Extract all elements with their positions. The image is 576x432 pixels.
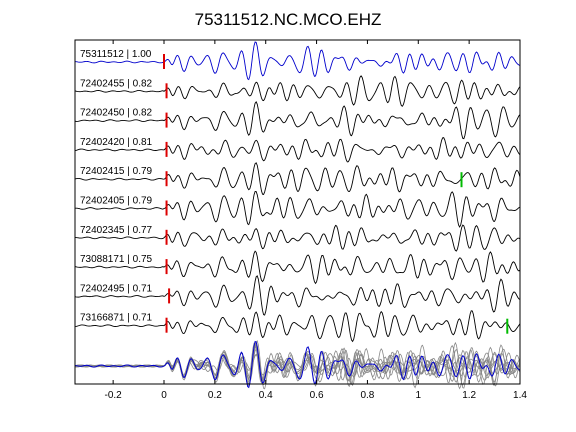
trace-row-72402495: 72402495 | 0.71 xyxy=(74,275,521,316)
trace-row-72402345: 72402345 | 0.77 xyxy=(74,224,521,252)
trace-label: 73088171 | 0.75 xyxy=(80,254,153,265)
trace-row-75311512: 75311512 | 1.00 xyxy=(74,41,521,81)
x-tick-label: 0.8 xyxy=(360,390,374,401)
trace-line-73166871 xyxy=(74,310,521,343)
axes-frame xyxy=(74,39,521,385)
trace-label: 72402450 | 0.82 xyxy=(80,108,153,119)
x-tick-label: 0.2 xyxy=(208,390,222,401)
trace-line-72402415 xyxy=(74,162,521,196)
trace-label: 72402495 | 0.71 xyxy=(80,283,153,294)
trace-label: 73166871 | 0.71 xyxy=(80,313,153,324)
trace-label: 75311512 | 1.00 xyxy=(80,49,152,60)
x-tick-label: 1 xyxy=(416,390,422,401)
trace-line-72402345 xyxy=(74,224,521,252)
chart-title: 75311512.NC.MCO.EHZ xyxy=(195,10,382,29)
trace-row-72402420: 72402420 | 0.81 xyxy=(74,137,521,163)
trace-line-72402450 xyxy=(74,101,521,140)
x-tick-label: 0.6 xyxy=(310,390,324,401)
trace-row-73088171: 73088171 | 0.75 xyxy=(74,250,521,285)
x-tick-label: 1.4 xyxy=(513,390,527,401)
trace-line-73088171 xyxy=(74,250,521,285)
trace-line-72402420 xyxy=(74,137,521,163)
stack-trace-72402495 xyxy=(74,347,521,387)
trace-row-72402405: 72402405 | 0.79 xyxy=(74,190,521,228)
trace-row-72402455: 72402455 | 0.82 xyxy=(74,75,521,107)
trace-line-72402495 xyxy=(74,275,521,316)
x-tick-label: 0 xyxy=(161,390,167,401)
x-tick-label: 0.4 xyxy=(259,390,273,401)
x-tick-label: -0.2 xyxy=(105,390,123,401)
stack-reference-trace xyxy=(74,340,521,389)
trace-row-72402415: 72402415 | 0.79 xyxy=(74,162,521,196)
trace-label: 72402455 | 0.82 xyxy=(80,78,153,89)
trace-row-73166871: 73166871 | 0.71 xyxy=(74,310,521,343)
trace-label: 72402420 | 0.81 xyxy=(80,137,153,148)
trace-line-72402455 xyxy=(74,75,521,107)
stack-overlay xyxy=(74,340,521,390)
trace-row-72402450: 72402450 | 0.82 xyxy=(74,101,521,140)
x-tick-label: 1.2 xyxy=(462,390,476,401)
trace-label: 72402405 | 0.79 xyxy=(80,196,153,207)
x-axis: -0.2 0 0.2 0.4 0.6 0.8 1 1.2 1.4 xyxy=(105,40,527,401)
trace-line-75311512 xyxy=(74,41,521,81)
trace-label: 72402345 | 0.77 xyxy=(80,225,153,236)
trace-line-72402405 xyxy=(74,190,521,228)
trace-label: 72402415 | 0.79 xyxy=(80,166,153,177)
plot-area: 75311512 | 1.00 72402455 | 0.82 72402450 |… xyxy=(74,41,521,390)
